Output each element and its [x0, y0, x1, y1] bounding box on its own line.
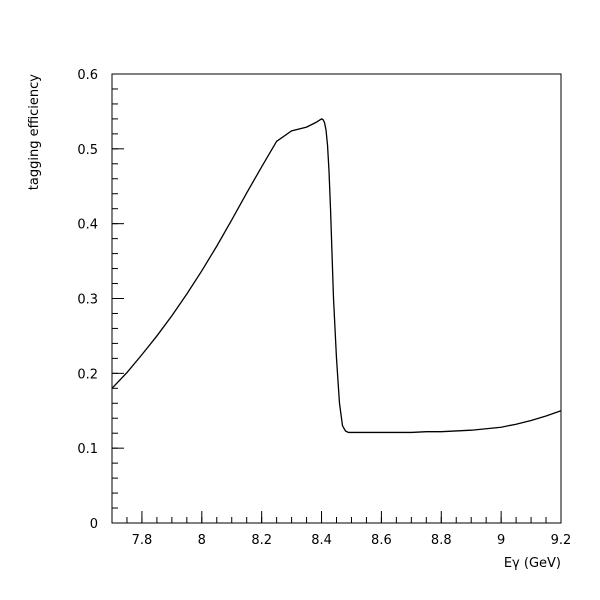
y-axis-title: tagging efficiency [27, 74, 42, 191]
x-tick-label: 9 [497, 533, 505, 548]
x-axis-title: Eγ (GeV) [504, 556, 561, 571]
y-tick-label: 0.2 [77, 367, 98, 382]
x-tick-label: 8.6 [371, 533, 392, 548]
x-tick-label: 7.8 [132, 533, 153, 548]
y-tick-label: 0.3 [77, 293, 98, 308]
x-tick-label: 8.4 [311, 533, 332, 548]
y-tick-label: 0.6 [77, 68, 98, 83]
x-tick-labels: 7.8 8 8.2 8.4 8.6 8.8 9 9.2 [132, 533, 572, 548]
y-tick-label: 0.1 [77, 442, 98, 457]
x-tick-label: 8.8 [431, 533, 452, 548]
x-tick-label: 8.2 [251, 533, 272, 548]
x-tick-label: 9.2 [551, 533, 572, 548]
y-tick-label: 0.5 [77, 143, 98, 158]
y-tick-label: 0 [90, 517, 98, 532]
plot-frame [111, 73, 562, 524]
series-line [111, 118, 562, 434]
x-tick-label: 8 [198, 533, 206, 548]
y-tick-label: 0.4 [77, 218, 98, 233]
y-tick-labels: 0 0.1 0.2 0.3 0.4 0.5 0.6 [77, 68, 98, 532]
